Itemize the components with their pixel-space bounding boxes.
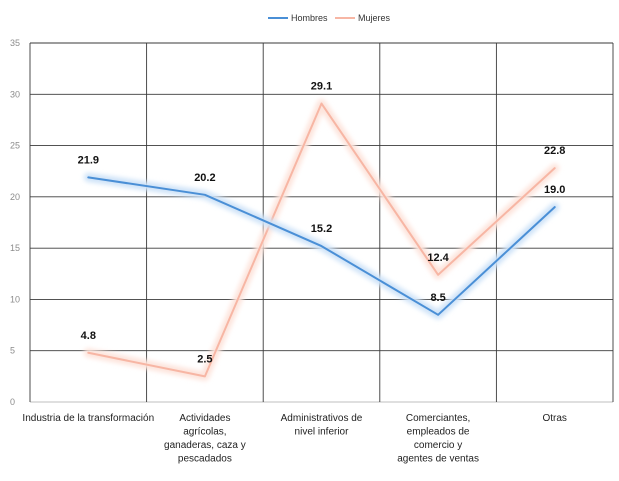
category-label-line: agentes de ventas bbox=[397, 454, 479, 465]
x-axis: Industria de la transformación Actividade… bbox=[22, 413, 566, 465]
y-tick-label: 20 bbox=[10, 192, 20, 202]
y-tick-label: 25 bbox=[10, 141, 20, 151]
category-label: Industria de la transformación bbox=[22, 413, 154, 424]
category-label: Administrativos de nivel inferior bbox=[281, 413, 363, 438]
data-label: 15.2 bbox=[311, 223, 332, 235]
series-line-mujeres bbox=[87, 102, 556, 378]
category-label-line: pescadados bbox=[178, 454, 232, 465]
y-tick-label: 15 bbox=[10, 243, 20, 253]
data-label: 8.5 bbox=[430, 292, 445, 304]
legend-label: Mujeres bbox=[358, 13, 391, 23]
category-label-line: Industria de la transformación bbox=[22, 413, 154, 424]
category-label-line: Comerciantes, bbox=[406, 413, 470, 424]
y-tick-label: 0 bbox=[10, 397, 15, 407]
y-tick-label: 10 bbox=[10, 294, 20, 304]
y-tick-label: 35 bbox=[10, 38, 20, 48]
y-axis: 0 5 10 15 20 25 30 35 bbox=[10, 38, 20, 407]
legend: Hombres Mujeres bbox=[268, 13, 391, 23]
data-label: 20.2 bbox=[194, 172, 215, 184]
category-label: Comerciantes, empleados de comercio y agent… bbox=[397, 413, 479, 465]
series-line-hombres bbox=[87, 176, 556, 316]
series-glow bbox=[83, 99, 560, 381]
data-labels: 21.9 20.2 15.2 8.5 19.0 4.8 2.5 29.1 12.4 22.8 bbox=[78, 81, 566, 366]
category-label-line: Actividades bbox=[179, 413, 230, 424]
category-label: Actividades agrícolas, ganaderas, caza y pe… bbox=[164, 413, 246, 465]
data-label: 4.8 bbox=[81, 330, 96, 342]
data-label: 29.1 bbox=[311, 81, 332, 93]
data-label: 19.0 bbox=[544, 184, 565, 196]
y-tick-label: 5 bbox=[10, 346, 15, 356]
category-label-line: Otras bbox=[542, 413, 566, 424]
category-label-line: empleados de bbox=[407, 427, 470, 438]
category-label-line: comercio y bbox=[414, 440, 462, 451]
category-label-line: Administrativos de bbox=[281, 413, 363, 424]
data-label: 2.5 bbox=[197, 353, 212, 365]
category-label-line: agrícolas, bbox=[183, 427, 226, 438]
category-label: Otras bbox=[542, 413, 566, 424]
data-label: 21.9 bbox=[78, 154, 99, 166]
category-label-line: nivel inferior bbox=[295, 427, 350, 438]
data-label: 22.8 bbox=[544, 145, 565, 157]
y-tick-label: 30 bbox=[10, 89, 20, 99]
series-lines bbox=[83, 99, 560, 381]
legend-label: Hombres bbox=[291, 13, 328, 23]
data-label: 12.4 bbox=[427, 252, 449, 264]
category-label-line: ganaderas, caza y bbox=[164, 440, 246, 451]
